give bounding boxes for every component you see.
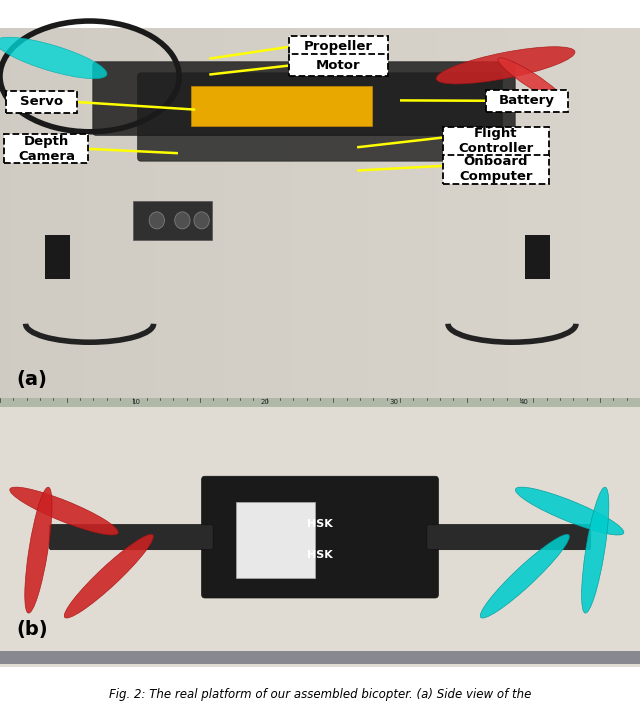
Bar [0,407,640,667]
Text: Propeller: Propeller [304,40,373,53]
FancyBboxPatch shape [133,200,212,240]
Ellipse shape [480,535,570,618]
FancyBboxPatch shape [289,36,388,58]
FancyBboxPatch shape [202,476,438,598]
Ellipse shape [10,487,118,535]
Ellipse shape [436,47,575,84]
Ellipse shape [498,58,564,102]
Text: 10: 10 [131,398,140,405]
FancyBboxPatch shape [289,55,388,76]
Ellipse shape [64,535,154,618]
Ellipse shape [515,487,624,535]
FancyBboxPatch shape [525,235,550,280]
Bar [0,651,640,664]
Ellipse shape [25,487,52,613]
FancyBboxPatch shape [138,73,502,161]
Text: Servo: Servo [20,95,63,109]
Text: Motor: Motor [316,59,361,72]
Circle shape [175,212,190,229]
FancyBboxPatch shape [45,235,70,280]
Text: (b): (b) [16,620,47,639]
Text: (a): (a) [16,370,47,389]
Text: 20: 20 [260,398,269,405]
Text: Fig. 2: The real platform of our assembled bicopter. (a) Side view of the: Fig. 2: The real platform of our assembl… [109,688,531,701]
Bar [0,407,640,667]
FancyBboxPatch shape [236,502,315,578]
FancyBboxPatch shape [443,155,549,184]
FancyBboxPatch shape [6,91,77,113]
Text: Onboard
Computer: Onboard Computer [460,155,532,183]
Ellipse shape [582,487,609,613]
Circle shape [149,212,164,229]
Text: Depth
Camera: Depth Camera [18,135,75,163]
Ellipse shape [0,37,107,79]
FancyBboxPatch shape [486,89,568,111]
FancyBboxPatch shape [191,86,372,126]
FancyBboxPatch shape [4,134,88,163]
Text: Battery: Battery [499,94,555,107]
FancyBboxPatch shape [49,525,213,550]
Text: Flight
Controller: Flight Controller [458,127,534,155]
Text: HSK: HSK [307,550,333,560]
Text: HSK: HSK [307,519,333,529]
Text: 40: 40 [519,398,528,405]
FancyBboxPatch shape [443,126,549,156]
Text: 30: 30 [390,398,399,405]
Bar [0,398,640,407]
Bar [0,28,640,398]
FancyBboxPatch shape [427,525,591,550]
Circle shape [194,212,209,229]
FancyBboxPatch shape [93,62,515,136]
